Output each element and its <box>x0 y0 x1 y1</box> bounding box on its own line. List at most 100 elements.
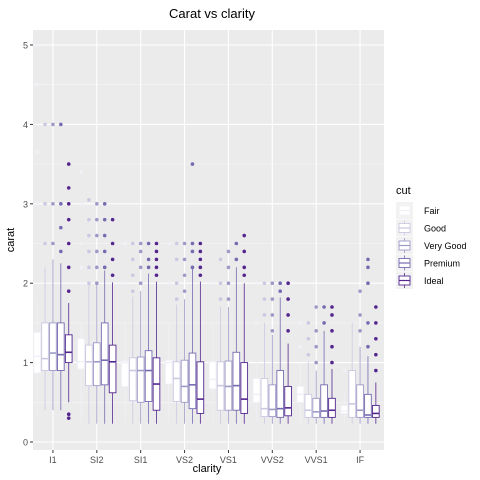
outlier-point <box>51 202 55 206</box>
outlier-point <box>87 198 91 202</box>
box <box>77 338 85 370</box>
outlier-point <box>278 289 283 293</box>
box <box>49 322 57 371</box>
outlier-point <box>66 241 71 246</box>
outlier-point <box>79 281 83 286</box>
outlier-point <box>110 257 115 262</box>
outlier-point <box>130 257 135 262</box>
outlier-point <box>138 281 143 286</box>
outlier-point <box>366 257 370 262</box>
outlier-point <box>102 265 107 270</box>
outlier-point <box>102 249 107 254</box>
outlier-point <box>95 265 99 270</box>
legend: cut Fair Good Very Good Premium Ideal <box>396 185 467 289</box>
box <box>93 342 101 387</box>
outlier-point <box>66 186 71 190</box>
outlier-point <box>358 289 362 293</box>
outlier-point <box>95 249 99 254</box>
outlier-point <box>43 122 47 127</box>
y-axis-label: carat <box>5 228 17 252</box>
outlier-point <box>79 170 83 174</box>
outlier-point <box>110 241 115 246</box>
box <box>144 350 153 402</box>
box <box>328 397 336 418</box>
outlier-point <box>154 273 159 278</box>
outlier-point <box>35 202 39 206</box>
outlier-point <box>66 416 71 420</box>
legend-label: Good <box>424 224 446 234</box>
box <box>57 322 65 371</box>
box <box>364 393 372 418</box>
outlier-point <box>242 233 247 238</box>
outlier-point <box>210 281 215 286</box>
box <box>320 384 328 418</box>
x-tick-label: IF <box>356 455 365 465</box>
outlier-point <box>130 273 135 278</box>
outlier-point <box>366 265 370 270</box>
outlier-point <box>298 321 303 325</box>
outlier-point <box>95 233 99 238</box>
x-tick-label: SI2 <box>90 455 104 465</box>
outlier-point <box>102 217 107 222</box>
outlier-point <box>198 241 203 246</box>
y-tick-label: 2 <box>23 279 28 289</box>
x-tick-label: SI1 <box>134 455 148 465</box>
outlier-point <box>146 257 151 262</box>
outlier-point <box>59 249 63 254</box>
box <box>252 378 261 403</box>
box <box>208 361 217 390</box>
outlier-point <box>130 241 135 246</box>
box <box>121 360 129 387</box>
outlier-point <box>79 241 83 246</box>
outlier-point <box>66 217 71 222</box>
outlier-point <box>174 257 179 262</box>
outlier-point <box>190 241 195 246</box>
outlier-point <box>342 368 347 373</box>
outlier-point <box>59 122 63 127</box>
outlier-point <box>366 344 370 349</box>
outlier-point <box>59 225 63 230</box>
outlier-point <box>182 241 187 246</box>
outlier-point <box>242 265 247 270</box>
series-premium <box>57 122 372 424</box>
outlier-point <box>242 273 247 278</box>
outlier-point <box>330 305 334 309</box>
outlier-point <box>87 265 91 270</box>
outlier-point <box>123 241 127 246</box>
outlier-point <box>374 336 378 341</box>
outlier-point <box>130 289 135 293</box>
outlier-point <box>66 265 71 270</box>
outlier-point <box>43 202 47 206</box>
box <box>100 322 109 386</box>
outlier-point <box>322 305 326 309</box>
box <box>64 334 73 364</box>
outlier-point <box>374 321 378 325</box>
outlier-point <box>51 241 55 246</box>
box <box>348 370 356 418</box>
legend-label: Ideal <box>424 276 444 286</box>
box <box>136 356 145 403</box>
box <box>276 370 285 418</box>
outlier-point <box>286 297 290 301</box>
outlier-point <box>226 281 231 286</box>
outlier-point <box>174 241 179 246</box>
outlier-point <box>330 313 334 317</box>
outlier-point <box>95 217 99 222</box>
outlier-point <box>87 233 91 238</box>
outlier-point <box>110 273 115 278</box>
outlier-point <box>314 305 318 309</box>
outlier-point <box>270 297 275 301</box>
outlier-point <box>182 257 187 262</box>
box <box>128 357 137 402</box>
outlier-point <box>66 412 71 417</box>
outlier-point <box>110 217 115 222</box>
outlier-point <box>330 344 334 349</box>
box <box>164 359 173 385</box>
box-series <box>33 43 380 424</box>
outlier-point <box>198 249 203 254</box>
outlier-point <box>322 321 326 325</box>
outlier-point <box>174 281 179 286</box>
outlier-point <box>314 360 318 365</box>
outlier-point <box>234 241 239 246</box>
chart-title: Carat vs clarity <box>169 6 255 21</box>
